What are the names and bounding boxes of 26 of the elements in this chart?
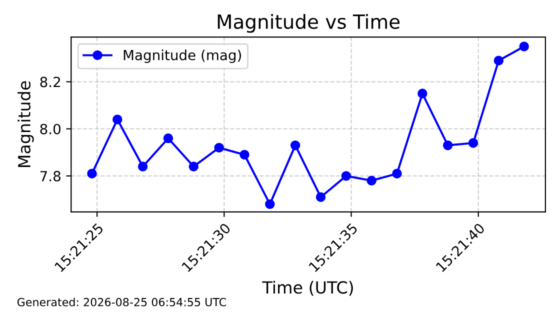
text: Generated: 2026-08-25 06:54:55 UTC bbox=[17, 298, 226, 306]
point bbox=[240, 150, 250, 160]
y-tick-label: 8.2 bbox=[40, 76, 60, 88]
y-axis-title: Magnitude bbox=[18, 81, 34, 168]
x-axis-title: Time (UTC) bbox=[262, 280, 353, 296]
point bbox=[188, 162, 199, 172]
point bbox=[392, 168, 402, 178]
point bbox=[494, 56, 504, 66]
point bbox=[366, 176, 376, 186]
point bbox=[519, 42, 529, 52]
point bbox=[214, 142, 224, 153]
point bbox=[341, 171, 352, 181]
legend-label: Magnitude (mag) bbox=[124, 50, 242, 63]
point bbox=[87, 168, 97, 178]
y-tick-label: 7.8 bbox=[40, 170, 60, 182]
point bbox=[138, 162, 148, 172]
point bbox=[468, 138, 478, 148]
point bbox=[418, 88, 428, 98]
point bbox=[442, 140, 453, 150]
point bbox=[265, 199, 275, 210]
chart-title: Magnitude vs Time bbox=[218, 14, 400, 33]
point bbox=[163, 133, 174, 144]
point bbox=[316, 192, 326, 202]
point bbox=[290, 140, 300, 150]
y-tick-label: 8.0 bbox=[40, 124, 60, 134]
point bbox=[112, 114, 122, 124]
